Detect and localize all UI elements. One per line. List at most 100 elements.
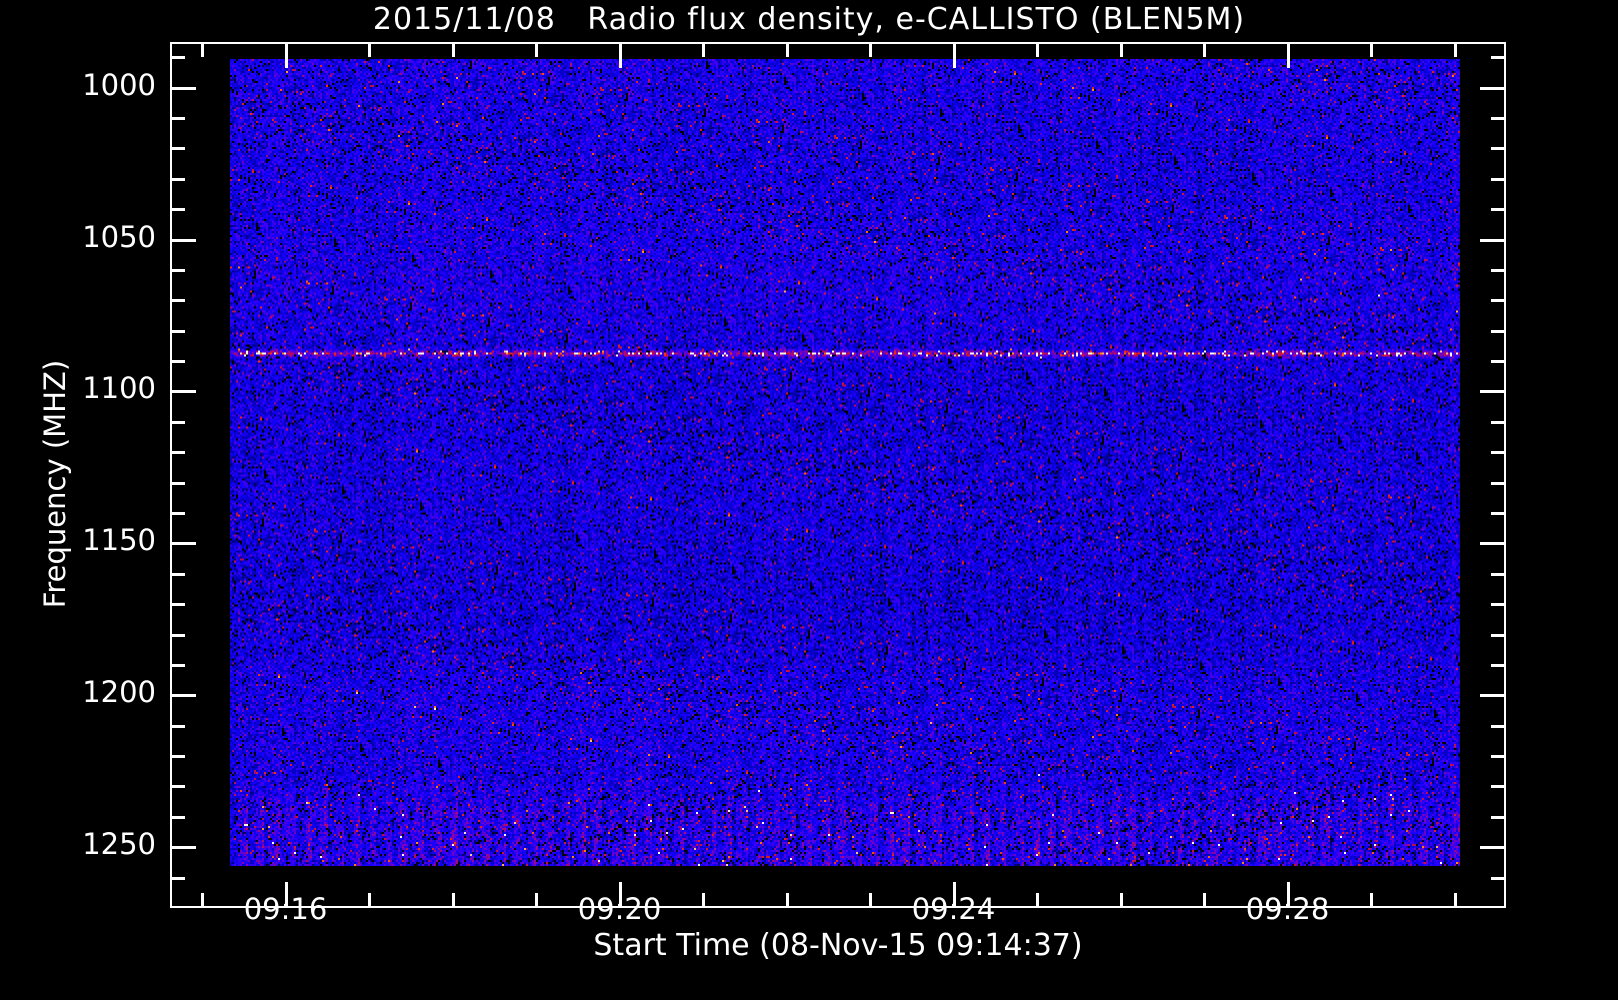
- y-axis-minor-tick-right: [1491, 815, 1504, 819]
- y-axis-major-tick: [172, 390, 196, 394]
- y-axis-minor-tick: [172, 663, 185, 667]
- y-axis-minor-tick-right: [1491, 603, 1504, 607]
- y-axis-minor-tick: [172, 208, 185, 212]
- x-axis-major-tick-top: [1286, 44, 1290, 68]
- y-axis-minor-tick: [172, 299, 185, 303]
- y-axis-minor-tick-right: [1491, 633, 1504, 637]
- x-axis-minor-tick-top: [702, 44, 705, 57]
- y-axis-major-tick: [172, 542, 196, 546]
- y-axis-minor-tick: [172, 56, 185, 60]
- x-axis-minor-tick: [702, 893, 705, 906]
- y-axis-major-tick: [172, 846, 196, 850]
- y-axis-minor-tick: [172, 360, 185, 364]
- y-axis-minor-tick: [172, 633, 185, 637]
- x-axis-minor-tick-top: [869, 44, 872, 57]
- y-axis-minor-tick-right: [1491, 329, 1504, 333]
- y-axis-major-tick: [172, 694, 196, 698]
- y-axis-minor-tick: [172, 420, 185, 424]
- y-axis-minor-tick: [172, 876, 185, 880]
- y-axis-major-tick-right: [1480, 542, 1504, 546]
- x-axis-minor-tick: [535, 893, 538, 906]
- y-axis-major-tick-right: [1480, 694, 1504, 698]
- x-axis-major-tick: [1286, 882, 1290, 906]
- y-axis-minor-tick: [172, 451, 185, 455]
- y-axis-minor-tick-right: [1491, 147, 1504, 151]
- y-axis-minor-tick: [172, 268, 185, 272]
- x-axis-tick-label: 09:24: [911, 892, 996, 926]
- x-axis-minor-tick-top: [1453, 44, 1457, 57]
- y-axis-minor-tick: [172, 481, 185, 485]
- y-axis-minor-tick-right: [1491, 420, 1504, 424]
- y-axis-tick-label: 1200: [82, 675, 156, 710]
- x-axis-minor-tick: [368, 893, 371, 906]
- y-axis-major-tick-right: [1480, 238, 1504, 242]
- x-axis-minor-tick-top: [1203, 44, 1206, 57]
- y-axis-minor-tick-right: [1491, 208, 1504, 212]
- y-axis-minor-tick: [172, 755, 185, 759]
- x-axis-minor-tick-top: [368, 44, 371, 57]
- x-axis-minor-tick: [451, 893, 455, 906]
- y-axis-major-tick-right: [1480, 846, 1504, 850]
- y-axis-minor-tick: [172, 724, 185, 728]
- x-axis-minor-tick: [869, 893, 872, 906]
- x-axis-minor-tick-top: [451, 44, 455, 57]
- y-axis-minor-tick-right: [1491, 268, 1504, 272]
- y-axis-minor-tick-right: [1491, 299, 1504, 303]
- y-axis-major-tick: [172, 86, 196, 90]
- y-axis-minor-tick: [172, 603, 185, 607]
- y-axis-minor-tick: [172, 785, 185, 789]
- x-axis-title: Start Time (08-Nov-15 09:14:37): [593, 928, 1083, 963]
- x-axis-major-tick: [952, 882, 956, 906]
- x-axis-tick-label: 09:20: [577, 892, 662, 926]
- x-axis-minor-tick: [1119, 893, 1123, 906]
- x-axis-major-tick-top: [284, 44, 288, 68]
- y-axis-tick-label: 1150: [82, 523, 156, 558]
- y-axis-major-tick-right: [1480, 390, 1504, 394]
- x-axis-minor-tick: [201, 893, 204, 906]
- y-axis-minor-tick-right: [1491, 755, 1504, 759]
- y-axis-minor-tick-right: [1491, 876, 1504, 880]
- y-axis-minor-tick-right: [1491, 56, 1504, 60]
- y-axis-tick-label: 1100: [82, 371, 156, 406]
- x-axis-tick-label: 09:16: [243, 892, 328, 926]
- y-axis-minor-tick-right: [1491, 511, 1504, 515]
- y-axis-minor-tick-right: [1491, 663, 1504, 667]
- x-axis-minor-tick: [1370, 893, 1373, 906]
- x-axis-minor-tick-top: [1036, 44, 1039, 57]
- y-axis-title: Frequency (MHZ): [38, 359, 72, 609]
- y-axis-minor-tick: [172, 116, 185, 120]
- y-axis-major-tick: [172, 238, 196, 242]
- y-axis-minor-tick: [172, 572, 185, 576]
- x-axis-major-tick: [284, 882, 288, 906]
- x-axis-minor-tick-top: [1119, 44, 1123, 57]
- y-axis-minor-tick: [172, 177, 185, 181]
- x-axis-minor-tick-top: [535, 44, 538, 57]
- x-axis-minor-tick: [785, 893, 789, 906]
- x-axis-minor-tick: [1453, 893, 1457, 906]
- y-axis-minor-tick-right: [1491, 785, 1504, 789]
- x-axis-minor-tick-top: [201, 44, 204, 57]
- x-axis-minor-tick: [1036, 893, 1039, 906]
- y-axis-tick-label: 1000: [82, 67, 156, 102]
- y-axis-minor-tick-right: [1491, 360, 1504, 364]
- x-axis-minor-tick-top: [785, 44, 789, 57]
- x-axis-major-tick-top: [618, 44, 622, 68]
- y-axis-major-tick-right: [1480, 86, 1504, 90]
- y-axis-tick-label: 1250: [82, 827, 156, 862]
- x-axis-minor-tick-top: [1370, 44, 1373, 57]
- y-axis-minor-tick: [172, 511, 185, 515]
- y-axis-minor-tick-right: [1491, 724, 1504, 728]
- x-axis-major-tick-top: [952, 44, 956, 68]
- spectrogram-heatmap: [230, 59, 1460, 866]
- y-axis-tick-label: 1050: [82, 219, 156, 254]
- x-axis-major-tick: [618, 882, 622, 906]
- page-title: 2015/11/08 Radio flux density, e-CALLIST…: [372, 2, 1246, 37]
- y-axis-minor-tick-right: [1491, 177, 1504, 181]
- x-axis-minor-tick: [1203, 893, 1206, 906]
- y-axis-minor-tick-right: [1491, 572, 1504, 576]
- y-axis-minor-tick: [172, 815, 185, 819]
- y-axis-minor-tick-right: [1491, 481, 1504, 485]
- y-axis-minor-tick: [172, 329, 185, 333]
- y-axis-minor-tick-right: [1491, 451, 1504, 455]
